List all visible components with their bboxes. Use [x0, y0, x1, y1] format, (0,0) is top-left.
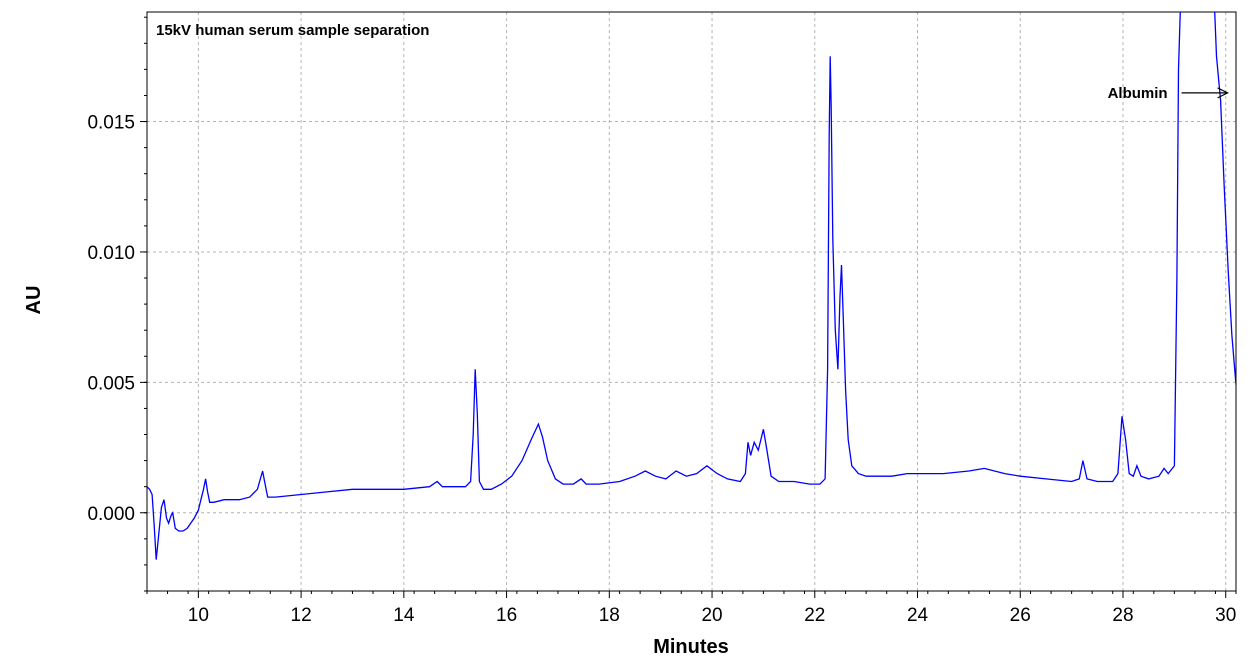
- x-tick-label: 10: [188, 605, 209, 626]
- y-axis-label: AU: [23, 286, 45, 315]
- x-tick-label: 12: [291, 605, 312, 626]
- y-tick-label: 0.005: [87, 373, 135, 394]
- x-tick-label: 22: [804, 605, 825, 626]
- minor-ticks: [144, 16, 1237, 594]
- x-axis-label: Minutes: [653, 636, 729, 658]
- x-tick-label: 20: [701, 605, 722, 626]
- annotation-albumin: Albumin: [1108, 85, 1168, 102]
- x-tick-label: 26: [1010, 605, 1031, 626]
- arrow-icon: [1181, 87, 1229, 99]
- x-tick-label: 14: [393, 605, 415, 626]
- x-tick-label: 16: [496, 605, 517, 626]
- y-tick-label: 0.015: [87, 113, 135, 134]
- chart-title: 15kV human serum sample separation: [156, 22, 429, 39]
- x-tick-label: 28: [1112, 605, 1133, 626]
- y-tick-label: 0.000: [87, 504, 135, 525]
- series-line: [147, 12, 1236, 560]
- y-tick-label: 0.010: [87, 243, 135, 264]
- plot-area: [146, 11, 1237, 592]
- grid: [147, 12, 1236, 591]
- x-tick-label: 18: [599, 605, 620, 626]
- x-tick-label: 24: [907, 605, 929, 626]
- x-tick-label: 30: [1215, 605, 1236, 626]
- axis-ticks: 10 12 14 16 18 20 22 24 26 28 30 0.000 0.005 0.010 0.0…: [87, 113, 1236, 626]
